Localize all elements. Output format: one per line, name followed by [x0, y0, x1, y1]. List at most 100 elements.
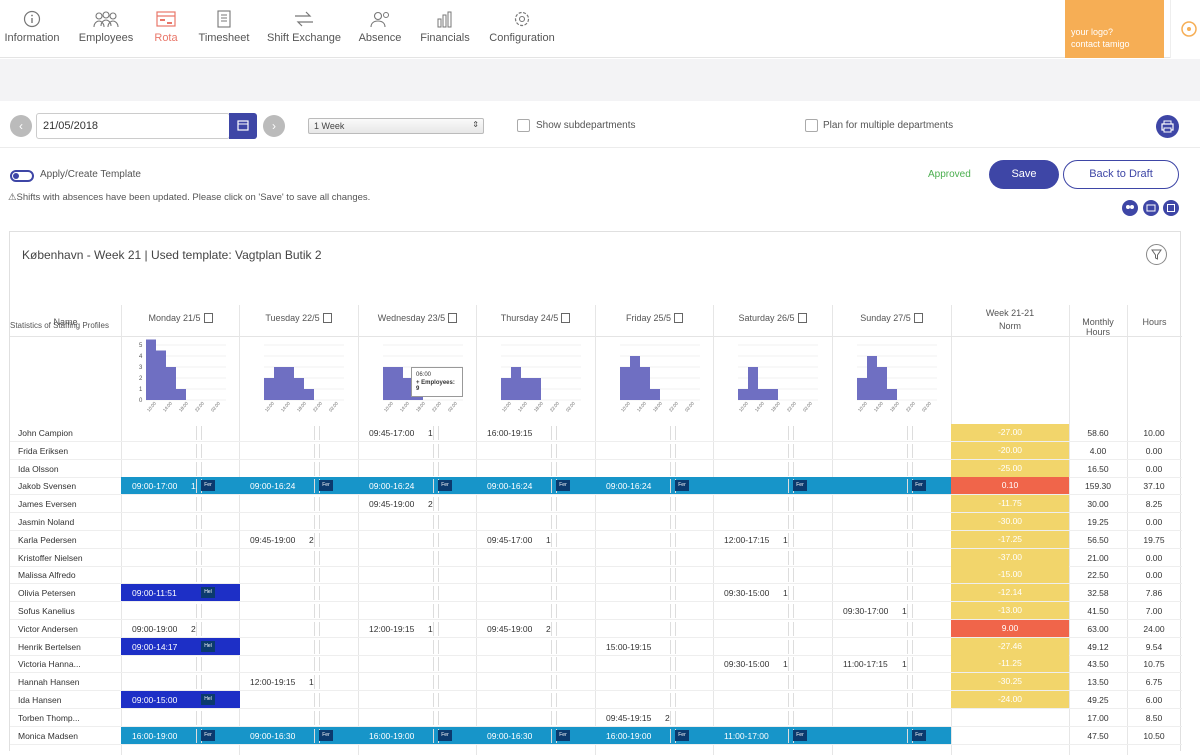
next-week-button[interactable]: ›	[263, 115, 285, 137]
shift-time[interactable]: 15:00-19:15	[606, 641, 652, 652]
table-row[interactable]: Henrik Bertelsen 09:00-14:17 Hel 15:00-19:1…	[10, 637, 1182, 656]
shift-time[interactable]: 16:00-19:00	[606, 730, 652, 741]
shift-time[interactable]: 09:00-19:00	[132, 623, 178, 634]
shift-time[interactable]: 12:00-17:15	[724, 534, 770, 545]
table-row[interactable]: Kristoffer Nielsen -37.00 21.00 0.00	[10, 548, 1182, 567]
date-input[interactable]: 21/05/2018	[36, 113, 230, 139]
table-row[interactable]: Jasmin Noland -30.00 19.25 0.00	[10, 513, 1182, 531]
nav-absence[interactable]: Absence	[358, 10, 402, 44]
filter-button[interactable]	[1146, 244, 1167, 265]
employee-name[interactable]: John Campion	[18, 428, 73, 438]
employee-name[interactable]: Henrik Bertelsen	[18, 641, 81, 652]
employee-name[interactable]: Victor Andersen	[18, 623, 78, 634]
table-row[interactable]: Sofus Kanelius 09:30-17:00 1 -13.00 41.50 7.0…	[10, 602, 1182, 620]
table-row[interactable]: Frida Eriksen -20.00 4.00 0.00	[10, 441, 1182, 460]
employee-name[interactable]: Ida Olsson	[18, 463, 59, 474]
note-icon[interactable]	[674, 313, 684, 323]
shift-time[interactable]: 09:45-19:00	[250, 534, 296, 545]
period-select[interactable]: 1 Week ⇕	[308, 118, 484, 134]
table-row[interactable]: Torben Thomp... 09:45-19:15 2 17.00 8.50	[10, 709, 1182, 727]
view-options-button[interactable]	[1122, 200, 1138, 216]
shift-time[interactable]: 12:00-19:15	[250, 677, 296, 688]
shift-count: 1	[783, 659, 788, 670]
shift-time[interactable]: 11:00-17:15	[843, 659, 888, 670]
note-icon[interactable]	[797, 313, 807, 323]
nav-timesheet[interactable]: Timesheet	[198, 10, 250, 44]
table-row[interactable]: Olivia Petersen 09:00-11:51 Hel 09:30-15:00…	[10, 584, 1182, 603]
table-view-button[interactable]	[1143, 200, 1159, 216]
shift-time[interactable]: 16:00-19:00	[369, 730, 415, 741]
shift-time[interactable]: 09:45-19:00	[487, 623, 533, 634]
employee-name[interactable]: Victoria Hanna...	[18, 659, 81, 670]
note-icon[interactable]	[203, 313, 213, 323]
cell-divider	[670, 675, 671, 690]
nav-employees[interactable]: Employees	[78, 10, 134, 44]
shift-time[interactable]: 09:45-17:00	[369, 428, 415, 438]
shift-time[interactable]: 09:30-15:00	[724, 659, 770, 670]
employee-name[interactable]: Malissa Alfredo	[18, 570, 76, 581]
shift-time[interactable]: 09:45-17:00	[487, 534, 533, 545]
note-icon[interactable]	[561, 313, 571, 323]
shift-time[interactable]: 09:00-16:24	[606, 481, 652, 492]
nav-information[interactable]: Information	[4, 10, 60, 44]
shift-time[interactable]: 09:00-16:24	[250, 481, 296, 492]
employee-name[interactable]: James Eversen	[18, 499, 77, 510]
table-row[interactable]: Ida Hansen 09:00-15:00 Hel -24.00 49.25 6.00	[10, 691, 1182, 709]
shift-time[interactable]: 11:00-17:00	[724, 730, 769, 741]
employee-name[interactable]: Frida Eriksen	[18, 445, 69, 456]
shift-time[interactable]: 09:00-15:00	[132, 695, 178, 705]
shift-time[interactable]: 09:00-14:17	[132, 641, 178, 652]
nav-configuration[interactable]: Configuration	[488, 10, 556, 44]
employee-name[interactable]: Olivia Petersen	[18, 588, 76, 599]
table-row[interactable]: Victoria Hanna... 09:30-15:00 1 11:00-17:15…	[10, 655, 1182, 674]
table-row[interactable]: James Eversen 09:45-19:00 2 -11.75 30.00 8.25	[10, 495, 1182, 514]
shift-time[interactable]: 09:45-19:00	[369, 499, 415, 510]
employee-name[interactable]: Karla Pedersen	[18, 534, 77, 545]
print-button[interactable]	[1156, 115, 1179, 138]
plan-multiple-checkbox[interactable]	[805, 119, 818, 132]
table-row[interactable]: Jakob Svensen 09:00-17:00 1 Fer 09:00-16:24 F…	[10, 477, 1182, 496]
show-subdepartments-checkbox[interactable]	[517, 119, 530, 132]
note-icon[interactable]	[913, 313, 923, 323]
shift-time[interactable]: 16:00-19:00	[132, 730, 178, 741]
shift-time[interactable]: 09:30-15:00	[724, 588, 770, 599]
nav-shift-exchange[interactable]: Shift Exchange	[266, 10, 342, 44]
shift-time[interactable]: 16:00-19:15	[487, 428, 533, 438]
note-icon[interactable]	[448, 313, 458, 323]
note-icon[interactable]	[322, 313, 332, 323]
employee-name[interactable]: Jakob Svensen	[18, 481, 77, 492]
table-row[interactable]: Hannah Hansen 12:00-19:15 1 -30.25 13.50 6.75	[10, 673, 1182, 692]
nav-rota[interactable]: Rota	[150, 10, 182, 44]
nav-financials[interactable]: Financials	[418, 10, 472, 44]
logo-placeholder[interactable]: your logo? contact tamigo	[1065, 0, 1164, 58]
shift-time[interactable]: 09:00-16:24	[487, 481, 533, 492]
partner-logo[interactable]	[1170, 0, 1200, 58]
prev-week-button[interactable]: ‹	[10, 115, 32, 137]
save-button[interactable]: Save	[989, 160, 1059, 189]
employee-name[interactable]: Jasmin Noland	[18, 517, 75, 527]
employee-name[interactable]: Sofus Kanelius	[18, 606, 75, 616]
employee-name[interactable]: Ida Hansen	[18, 695, 62, 705]
employee-name[interactable]: Kristoffer Nielsen	[18, 552, 83, 563]
table-row[interactable]: John Campion 09:45-17:00 1 16:00-19:15 -27.0…	[10, 424, 1182, 442]
shift-time[interactable]: 09:00-11:51	[132, 588, 177, 599]
table-row[interactable]: Monica Madsen 16:00-19:00 Fer 09:00-16:30 Fe…	[10, 726, 1182, 745]
employee-name[interactable]: Monica Madsen	[18, 730, 79, 741]
employee-name[interactable]: Torben Thomp...	[18, 712, 80, 723]
table-row[interactable]: Karla Pedersen 09:45-19:00 2 09:45-17:00 1 12…	[10, 530, 1182, 549]
shift-time[interactable]: 09:00-17:00	[132, 481, 178, 492]
calendar-view-button[interactable]	[1163, 200, 1179, 216]
back-to-draft-button[interactable]: Back to Draft	[1063, 160, 1179, 189]
table-row[interactable]: Ida Olsson -25.00 16.50 0.00	[10, 459, 1182, 478]
shift-time[interactable]: 09:00-16:30	[487, 730, 533, 741]
shift-time[interactable]: 12:00-19:15	[369, 623, 415, 634]
table-row[interactable]: Malissa Alfredo -15.00 22.50 0.00	[10, 566, 1182, 585]
calendar-button[interactable]	[229, 113, 257, 139]
shift-time[interactable]: 09:00-16:24	[369, 481, 415, 492]
shift-time[interactable]: 09:30-17:00	[843, 606, 889, 616]
template-toggle[interactable]	[10, 170, 34, 182]
shift-time[interactable]: 09:45-19:15	[606, 712, 652, 723]
shift-time[interactable]: 09:00-16:30	[250, 730, 296, 741]
employee-name[interactable]: Hannah Hansen	[18, 677, 80, 688]
table-row[interactable]: Victor Andersen 09:00-19:00 2 12:00-19:15 1 0…	[10, 619, 1182, 638]
